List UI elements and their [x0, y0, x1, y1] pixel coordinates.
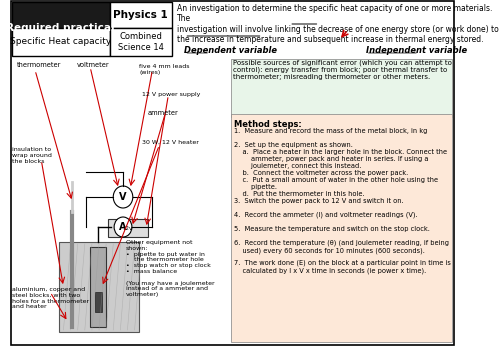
Text: Specific Heat capacity: Specific Heat capacity	[10, 37, 112, 46]
Text: 7.  The work done (E) on the block at a particular point in time is
    calculat: 7. The work done (E) on the block at a p…	[234, 260, 451, 274]
Text: thermometer: thermometer	[17, 62, 62, 68]
Text: Physics 1: Physics 1	[114, 10, 168, 20]
FancyBboxPatch shape	[110, 28, 172, 56]
Circle shape	[113, 186, 133, 208]
Text: Possible sources of significant error (which you can attempt to
control): energy: Possible sources of significant error (w…	[233, 59, 452, 80]
Text: 1.  Measure and record the mass of the metal block, in kg: 1. Measure and record the mass of the me…	[234, 128, 428, 134]
Text: V: V	[120, 192, 127, 202]
Text: An investigation to determine the specific heat capacity of one or more material: An investigation to determine the specif…	[177, 4, 499, 44]
FancyBboxPatch shape	[59, 242, 139, 332]
Text: 4.  Record the ammeter (I) and voltmeter readings (V).: 4. Record the ammeter (I) and voltmeter …	[234, 212, 418, 219]
Text: Other equipment not
shown:
•  pipette to put water in
    the thermometer hole
•: Other equipment not shown: • pipette to …	[126, 240, 214, 297]
Text: five 4 mm leads
(wires): five 4 mm leads (wires)	[139, 64, 190, 75]
Text: 5.  Measure the temperature and switch on the stop clock.: 5. Measure the temperature and switch on…	[234, 226, 430, 232]
Text: insulation to
wrap around
the blocks: insulation to wrap around the blocks	[12, 147, 52, 164]
FancyBboxPatch shape	[94, 292, 102, 312]
Text: 2.  Set up the equipment as shown.
    a.  Place a heater in the larger hole in : 2. Set up the equipment as shown. a. Pla…	[234, 142, 447, 197]
FancyBboxPatch shape	[230, 114, 452, 342]
Text: Independent variable: Independent variable	[366, 46, 467, 55]
Text: A: A	[120, 222, 127, 232]
Text: ammeter: ammeter	[148, 110, 178, 116]
FancyBboxPatch shape	[108, 219, 148, 237]
Text: 12 V power supply: 12 V power supply	[142, 92, 200, 97]
Text: 3.  Switch the power pack to 12 V and switch it on.: 3. Switch the power pack to 12 V and swi…	[234, 198, 404, 204]
Text: 6.  Record the temperature (θ) (and joulemeter reading, if being
    used) every: 6. Record the temperature (θ) (and joule…	[234, 240, 449, 254]
FancyBboxPatch shape	[110, 2, 172, 28]
Text: Method steps:: Method steps:	[234, 120, 302, 129]
FancyBboxPatch shape	[12, 28, 110, 56]
Circle shape	[114, 217, 132, 237]
FancyBboxPatch shape	[12, 2, 110, 54]
Text: Combined
Science 14: Combined Science 14	[118, 32, 164, 52]
FancyBboxPatch shape	[230, 59, 452, 117]
FancyBboxPatch shape	[90, 247, 106, 327]
Text: aluminium, copper and
steel blocks, with two
holes for a thermometer
and heater: aluminium, copper and steel blocks, with…	[12, 287, 89, 309]
Text: 12v: 12v	[122, 226, 132, 230]
Text: voltmeter: voltmeter	[77, 62, 110, 68]
Text: Required practical: Required practical	[6, 23, 115, 33]
Text: Dependent variable: Dependent variable	[184, 46, 278, 55]
Text: 30 W, 12 V heater: 30 W, 12 V heater	[142, 140, 199, 145]
